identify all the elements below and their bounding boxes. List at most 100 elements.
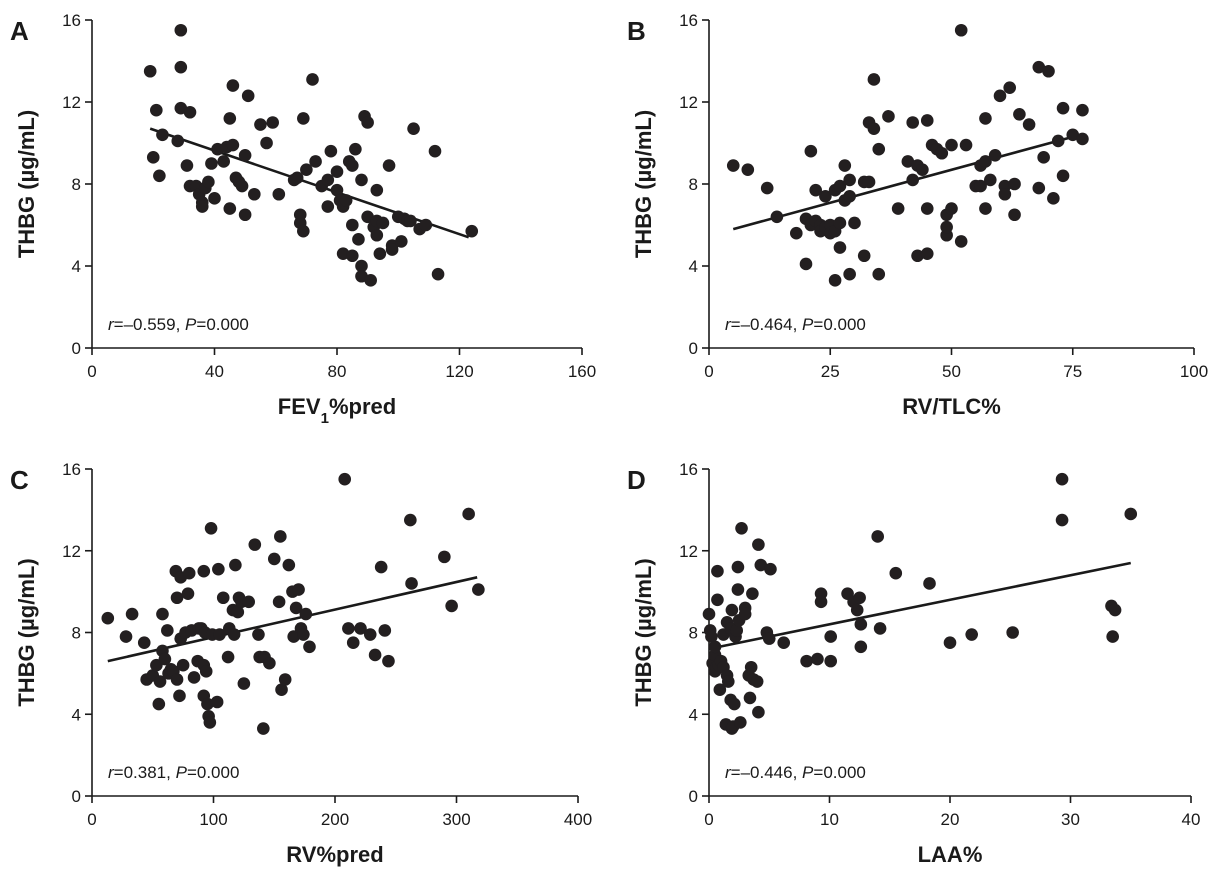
data-point [1076,103,1089,117]
data-point [201,697,214,711]
y-tick-label: 4 [689,257,698,276]
data-point [731,560,745,574]
data-point [853,591,866,605]
data-point [213,628,226,641]
data-point [101,611,115,625]
data-point [182,566,196,580]
data-point [376,216,390,230]
r-symbol: r [108,315,115,334]
data-point [838,159,852,172]
data-point [293,208,307,222]
data-point [404,513,417,527]
data-point [472,583,485,596]
data-point [158,652,172,666]
data-point [867,73,881,86]
panel-b: 0 4 8 12 16 0 25 50 75 100 B THBG (µg/mL) RV/TLC% r=–… [627,11,1208,419]
data-point [338,472,352,486]
data-point [282,558,296,572]
data-point [819,190,832,203]
data-point [848,216,861,230]
data-point [321,173,335,187]
data-point [730,624,744,637]
data-point [248,538,262,551]
data-point [743,691,757,705]
data-point [935,146,949,160]
y-tick-label: 16 [62,11,81,30]
data-point [993,89,1007,103]
panel-c: 0 4 8 12 16 0 100 200 300 400 C THBG (µg/mL) RV%pred… [10,460,592,867]
data-point [1056,169,1070,183]
data-point [711,593,724,607]
data-point [1051,134,1065,148]
data-point [303,640,316,654]
data-point [241,89,255,103]
r-value: =–0.559, [114,315,185,334]
data-point [297,224,310,238]
data-point [744,660,758,674]
data-point [274,530,287,543]
data-point [1013,108,1026,121]
data-point [734,716,747,729]
y-tick-label: 4 [689,705,698,724]
data-point [1003,81,1016,94]
data-point [728,697,741,711]
data-point [208,192,221,205]
data-point [171,134,185,148]
data-point [346,159,359,172]
data-point [1042,64,1055,78]
data-point [824,654,838,668]
p-symbol: P [176,763,188,782]
data-point [382,654,395,668]
data-point [217,155,230,168]
data-point [297,628,310,641]
data-point [223,202,237,215]
data-point [405,577,418,590]
y-tick-label: 8 [72,624,81,643]
panel-letter: D [627,465,646,495]
data-point [872,142,886,156]
x-tick-label: 75 [1063,362,1082,381]
x-tick-label: 0 [87,362,96,381]
data-point [373,247,387,260]
data-point [355,259,368,273]
data-point [1006,626,1019,639]
y-tick-label: 16 [679,460,698,479]
data-point [152,697,166,711]
data-point [146,151,160,164]
data-point [370,183,384,197]
p-symbol: P [802,763,814,782]
x-axis-title-part: %pred [329,394,396,419]
data-point [445,599,458,613]
data-point [252,628,265,641]
data-point [708,640,722,654]
data-point [843,267,856,281]
data-point [974,179,987,193]
data-point [272,187,286,201]
data-point [1066,128,1080,142]
data-point [814,595,828,609]
data-point [1037,151,1050,164]
y-tick-label: 8 [689,175,698,194]
panel-letter: A [10,16,29,46]
data-point [339,194,353,207]
data-point [1056,101,1070,115]
data-point [901,155,915,168]
data-point [231,605,245,619]
data-point [738,607,752,621]
data-point [382,159,396,172]
data-point [137,636,151,650]
data-point [227,628,241,641]
data-point [223,112,237,125]
data-point [272,595,286,609]
data-point [1008,177,1021,191]
data-point [833,179,847,193]
correlation-annotation: r=–0.446, P=0.000 [725,763,866,782]
data-point [346,218,359,232]
data-point [762,632,776,645]
data-point [916,163,929,176]
data-point [1032,181,1046,195]
x-tick-label: 30 [1061,810,1080,829]
y-tick-label: 12 [62,93,81,112]
data-point [306,73,319,86]
data-point [378,624,392,637]
